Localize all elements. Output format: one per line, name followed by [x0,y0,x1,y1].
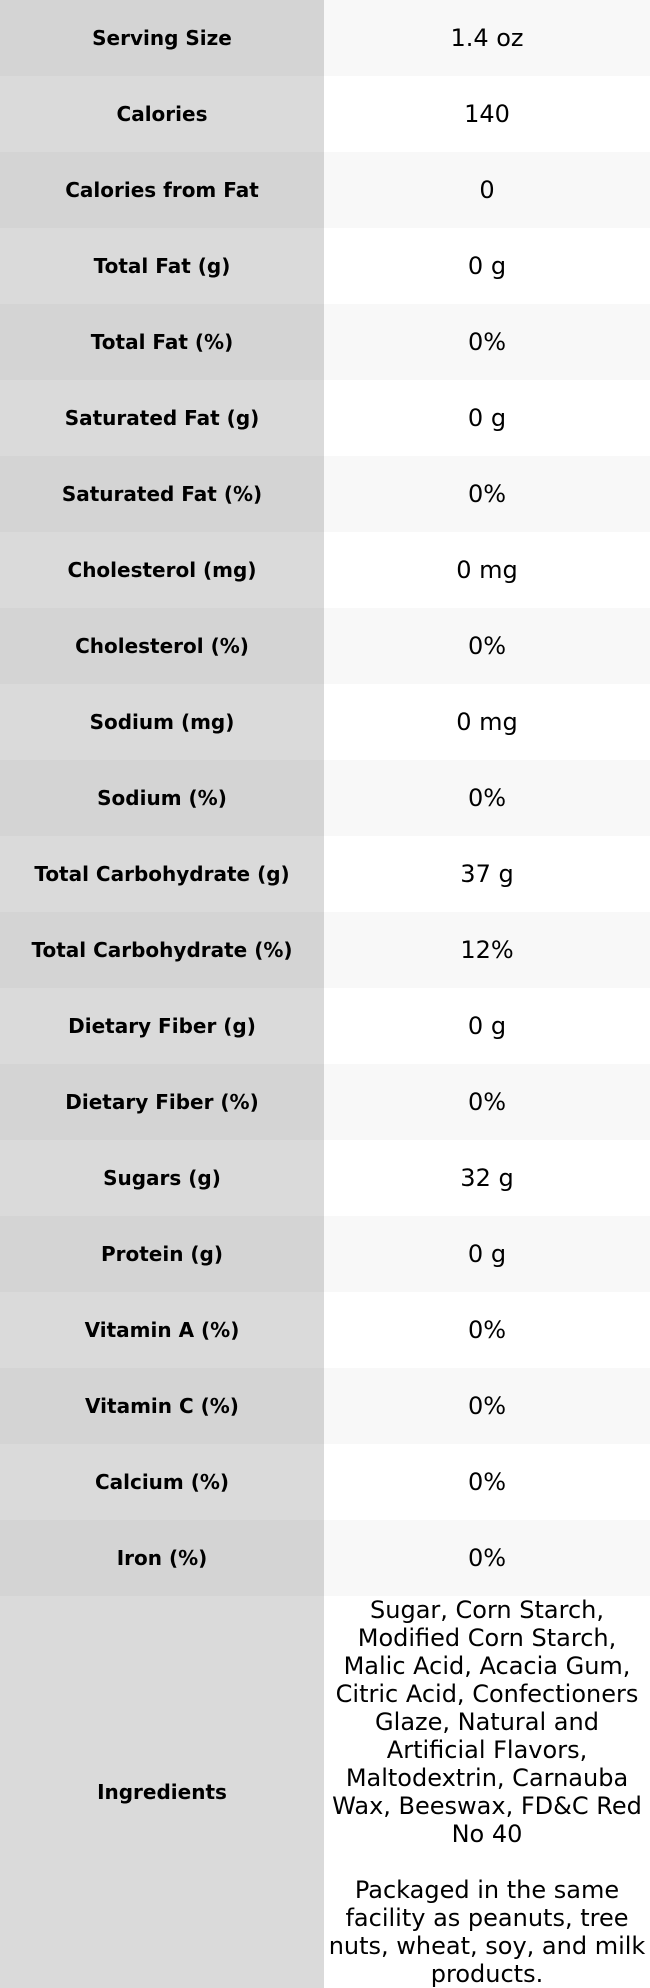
row-label: Saturated Fat (%) [0,456,324,532]
table-row: Sugars (g) 32 g [0,1140,650,1216]
row-label: Ingredients [0,1596,324,1988]
row-label: Sugars (g) [0,1140,324,1216]
row-value: 0% [324,608,650,684]
row-label: Vitamin C (%) [0,1368,324,1444]
row-value: 0 [324,152,650,228]
row-label: Dietary Fiber (g) [0,988,324,1064]
table-row: Sodium (%) 0% [0,760,650,836]
row-label: Dietary Fiber (%) [0,1064,324,1140]
row-label: Total Carbohydrate (%) [0,912,324,988]
row-label: Cholesterol (%) [0,608,324,684]
table-row: Protein (g) 0 g [0,1216,650,1292]
row-value: 0 g [324,228,650,304]
table-row: Saturated Fat (g) 0 g [0,380,650,456]
table-row: Total Carbohydrate (g) 37 g [0,836,650,912]
row-value: 0% [324,1444,650,1520]
row-value: 0 g [324,380,650,456]
row-value: 0% [324,760,650,836]
row-label: Vitamin A (%) [0,1292,324,1368]
row-value: 0 g [324,1216,650,1292]
row-label: Total Carbohydrate (g) [0,836,324,912]
row-value: 0% [324,1292,650,1368]
row-label: Saturated Fat (g) [0,380,324,456]
row-value: 1.4 oz [324,0,650,76]
row-label: Total Fat (%) [0,304,324,380]
row-value: 0 g [324,988,650,1064]
ingredients-value: Sugar, Corn Starch, Modified Corn Starch… [324,1596,650,1988]
row-value: 0 mg [324,684,650,760]
table-row: Calories from Fat 0 [0,152,650,228]
row-label: Calories [0,76,324,152]
table-row: Total Fat (%) 0% [0,304,650,380]
row-label: Cholesterol (mg) [0,532,324,608]
table-row: Vitamin C (%) 0% [0,1368,650,1444]
row-value: 0% [324,1520,650,1596]
row-label: Sodium (%) [0,760,324,836]
row-value: 0% [324,456,650,532]
row-label: Protein (g) [0,1216,324,1292]
row-value: 37 g [324,836,650,912]
row-label: Calcium (%) [0,1444,324,1520]
table-row: Cholesterol (mg) 0 mg [0,532,650,608]
row-value: 140 [324,76,650,152]
row-value: 0 mg [324,532,650,608]
row-value: 0% [324,304,650,380]
row-value: 0% [324,1064,650,1140]
row-value: 12% [324,912,650,988]
table-row: Calories 140 [0,76,650,152]
row-label: Sodium (mg) [0,684,324,760]
row-label: Iron (%) [0,1520,324,1596]
ingredients-text: Sugar, Corn Starch, Modified Corn Starch… [332,1596,642,1848]
table-row: Iron (%) 0% [0,1520,650,1596]
table-row: Total Fat (g) 0 g [0,228,650,304]
row-value: 32 g [324,1140,650,1216]
table-row: Vitamin A (%) 0% [0,1292,650,1368]
table-row: Cholesterol (%) 0% [0,608,650,684]
table-row: Serving Size 1.4 oz [0,0,650,76]
allergen-note: Packaged in the same facility as peanuts… [328,1876,646,1988]
row-label: Calories from Fat [0,152,324,228]
row-label: Total Fat (g) [0,228,324,304]
table-row: Dietary Fiber (g) 0 g [0,988,650,1064]
ingredients-row: Ingredients Sugar, Corn Starch, Modified … [0,1596,650,1988]
row-label: Serving Size [0,0,324,76]
table-row: Saturated Fat (%) 0% [0,456,650,532]
table-row: Calcium (%) 0% [0,1444,650,1520]
table-row: Dietary Fiber (%) 0% [0,1064,650,1140]
row-value: 0% [324,1368,650,1444]
table-row: Sodium (mg) 0 mg [0,684,650,760]
table-row: Total Carbohydrate (%) 12% [0,912,650,988]
